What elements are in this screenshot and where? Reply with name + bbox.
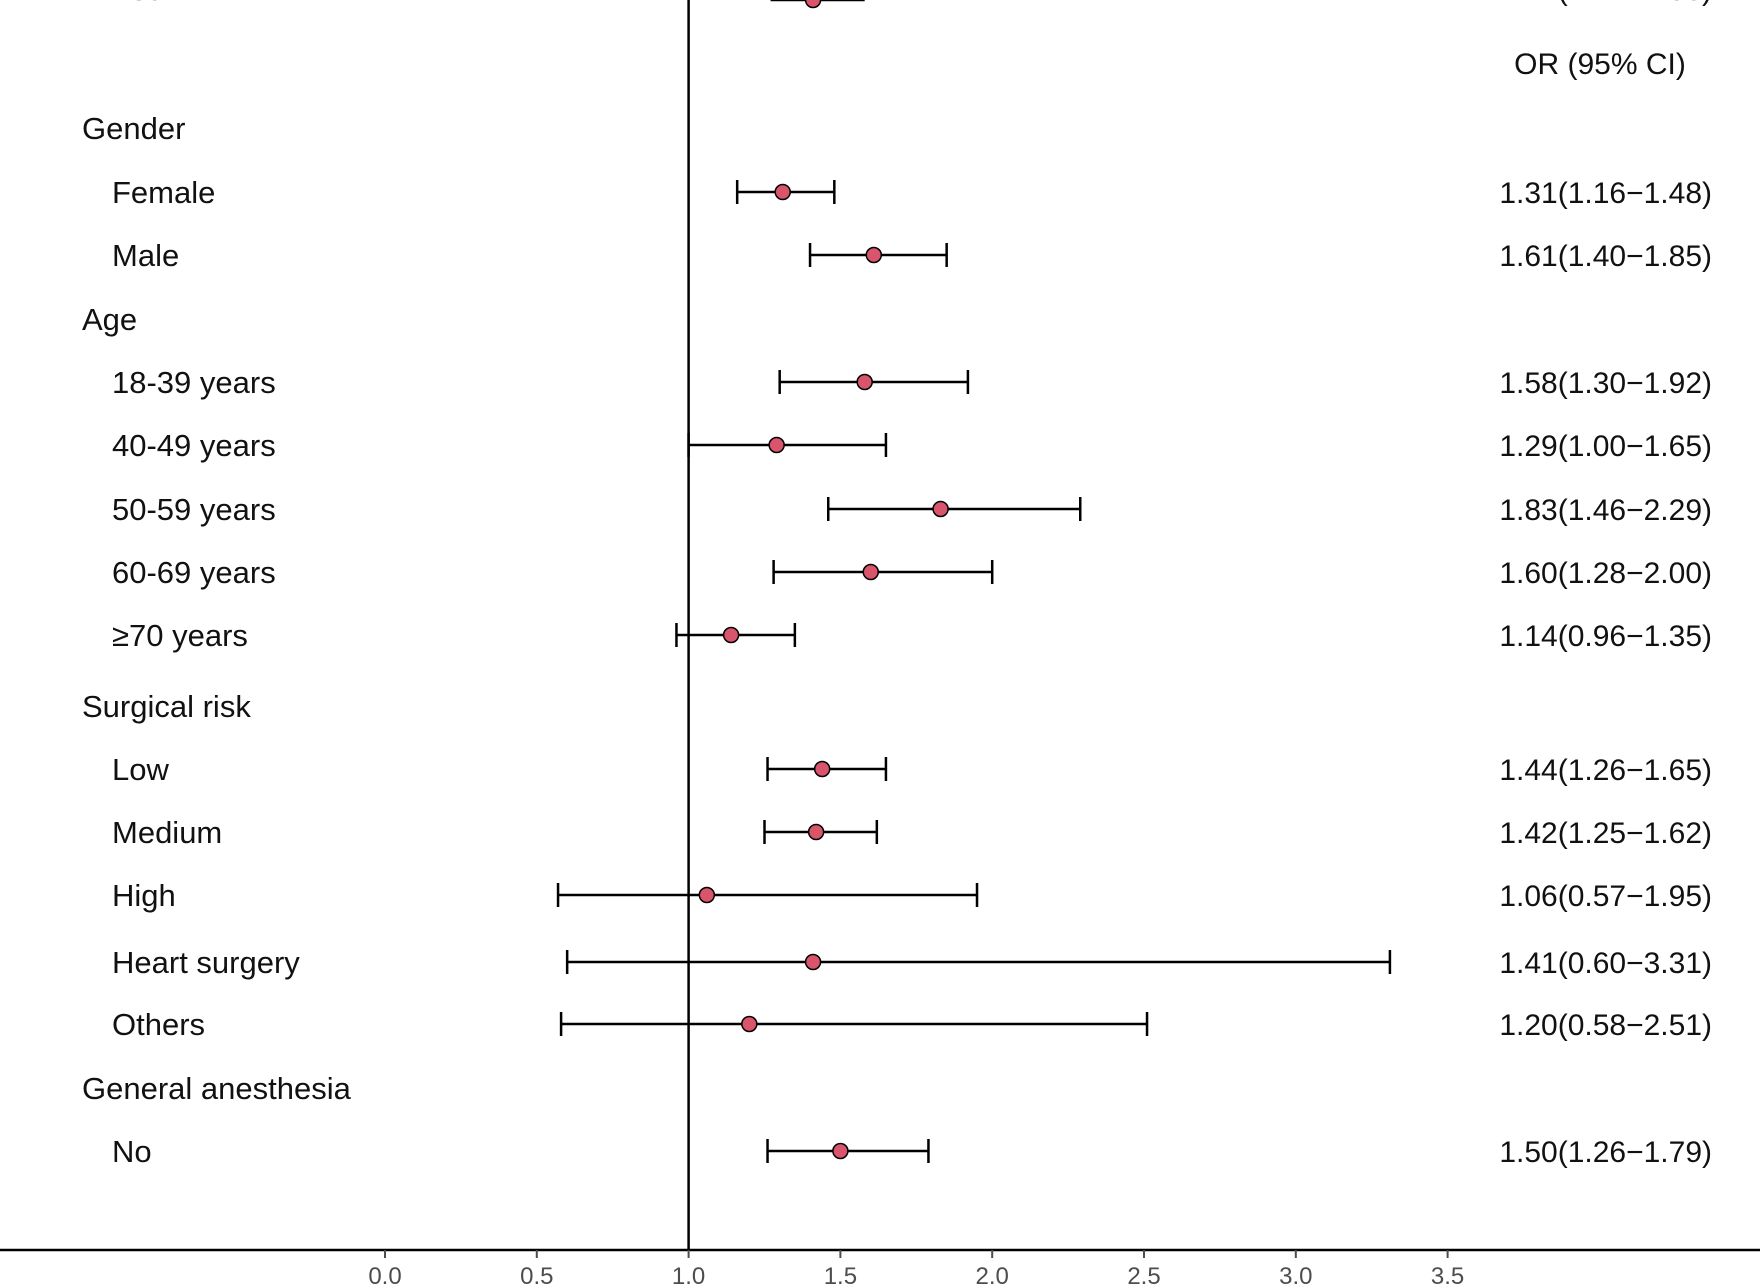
or-ci-value: 1.58(1.30−1.92) (1499, 367, 1712, 400)
or-ci-value: 1.83(1.46−2.29) (1499, 494, 1712, 527)
subgroup-label: 60-69 years (112, 555, 276, 590)
forest-row: Medium 1.42(1.25−1.62) (112, 815, 1712, 850)
or-ci-value: 1.31(1.16−1.48) (1499, 177, 1712, 210)
subgroup-label: 18-39 years (112, 365, 276, 400)
or-point (832, 1142, 849, 1160)
forest-row: 18-39 years 1.58(1.30−1.92) (112, 365, 1712, 400)
subgroup-label: Heart surgery (112, 945, 300, 980)
or-ci-value: 1.41(0.60−3.31) (1499, 947, 1712, 980)
or-point (865, 246, 883, 264)
forest-row: Heart surgery 1.41(0.60−3.31) (112, 945, 1712, 980)
or-ci-value: 1.14(0.96−1.35) (1499, 620, 1712, 653)
group-label: Surgical risk (82, 689, 251, 724)
forest-row: 40-49 years 1.29(1.00−1.65) (112, 428, 1712, 463)
subgroup-label: No (112, 1134, 152, 1169)
group-label: General anesthesia (82, 1071, 352, 1106)
or-point (862, 563, 880, 581)
or-ci-value: 1.42(1.25−1.62) (1499, 817, 1712, 850)
forest-row: ≥70 years 1.14(0.96−1.35) (112, 618, 1712, 653)
or-point (722, 626, 740, 644)
or-point (813, 760, 831, 778)
subgroup-label: High (112, 878, 176, 913)
forest-row: 60-69 years 1.60(1.28−2.00) (112, 555, 1712, 590)
forest-row: 50-59 years 1.83(1.46−2.29) (112, 492, 1712, 527)
or-ci-value: 1.50(1.26−1.79) (1499, 1136, 1712, 1169)
x-tick-label: 1.5 (824, 1263, 857, 1286)
or-ci-value: 1.29(1.00−1.65) (1499, 430, 1712, 463)
subgroup-label: 50-59 years (112, 492, 276, 527)
or-point (768, 436, 785, 454)
x-axis-ticks: 0.0 0.5 1.0 1.5 2.0 2.5 3.0 3.5 (368, 1250, 1464, 1286)
group-label: Age (82, 302, 137, 337)
subgroup-label: Yes (112, 0, 163, 7)
or-ci-value: 1.41(1.27−1.58) (1499, 0, 1712, 7)
rows-layer: Gender Female 1.31(1.16−1.48) Male 1.61(1.40… (82, 0, 1712, 1169)
or-ci-value: 1.06(0.57−1.95) (1499, 880, 1712, 913)
x-tick-label: 3.0 (1279, 1263, 1312, 1286)
forest-row: Low 1.44(1.26−1.65) (112, 752, 1712, 787)
x-tick-label: 0.5 (520, 1263, 553, 1286)
subgroup-label: Female (112, 175, 215, 210)
forest-row: Female 1.31(1.16−1.48) (112, 175, 1712, 210)
group-label: Gender (82, 111, 185, 146)
subgroup-label: Medium (112, 815, 222, 850)
or-point (856, 373, 873, 391)
or-point (807, 823, 825, 841)
or-ci-value: 1.20(0.58−2.51) (1499, 1009, 1712, 1042)
forest-row: High 1.06(0.57−1.95) (112, 878, 1712, 913)
subgroup-label: Low (112, 752, 169, 787)
subgroup-label: Male (112, 238, 179, 273)
or-ci-value: 1.60(1.28−2.00) (1499, 557, 1712, 590)
or-point (932, 500, 949, 518)
or-point (804, 953, 822, 971)
or-column-header: OR (95% CI) (1514, 48, 1686, 81)
subgroup-label: 40-49 years (112, 428, 276, 463)
x-tick-label: 2.5 (1127, 1263, 1160, 1286)
forest-row: No 1.50(1.26−1.79) (112, 1134, 1712, 1169)
or-point (741, 1015, 758, 1033)
subgroup-label: Others (112, 1007, 205, 1042)
x-tick-label: 3.5 (1431, 1263, 1464, 1286)
subgroup-label: ≥70 years (112, 618, 248, 653)
or-point (804, 0, 822, 9)
x-tick-label: 1.0 (672, 1263, 705, 1286)
forest-row: Male 1.61(1.40−1.85) (112, 238, 1712, 273)
forest-row: Others 1.20(0.58−2.51) (112, 1007, 1712, 1042)
forest-row: Yes 1.41(1.27−1.58) (112, 0, 1712, 9)
or-point (698, 886, 716, 904)
or-point (774, 183, 791, 201)
or-ci-value: 1.61(1.40−1.85) (1499, 240, 1712, 273)
or-ci-value: 1.44(1.26−1.65) (1499, 754, 1712, 787)
x-tick-label: 2.0 (976, 1263, 1009, 1286)
x-tick-label: 0.0 (368, 1263, 401, 1286)
